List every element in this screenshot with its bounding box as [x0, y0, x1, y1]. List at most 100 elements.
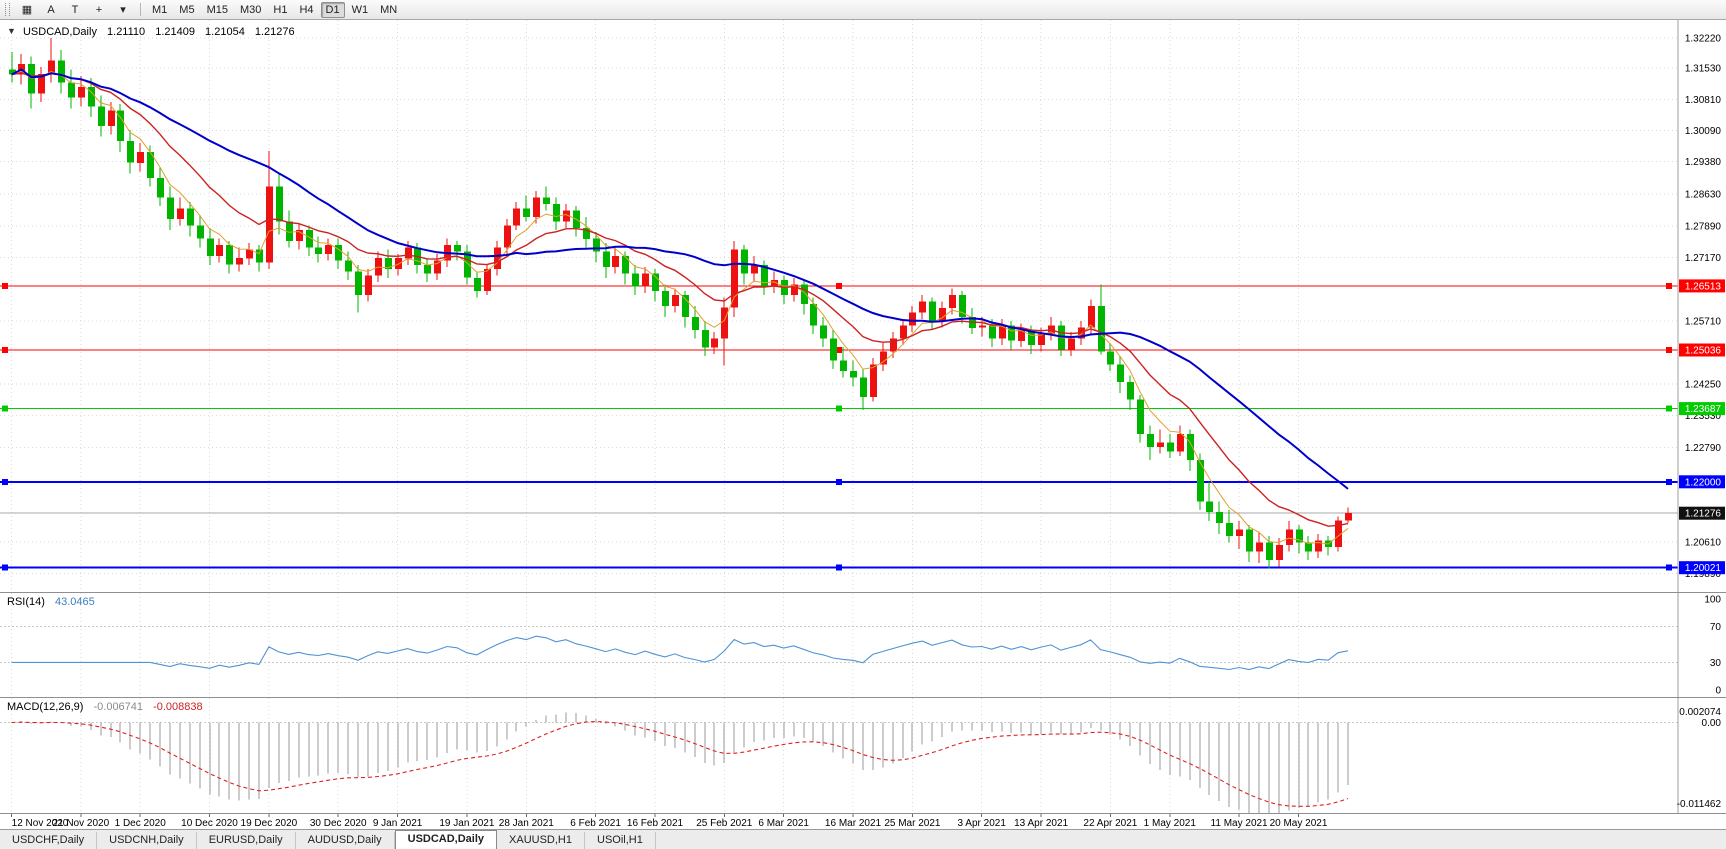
candle-body [820, 325, 827, 339]
candle-body [533, 197, 540, 217]
date-label: 25 Feb 2021 [696, 818, 753, 829]
candle-body [1008, 325, 1015, 341]
level-price-tag [1679, 475, 1725, 489]
date-label: 10 Dec 2020 [181, 818, 238, 829]
candle-body [464, 251, 471, 278]
candle-body [236, 258, 243, 265]
candle-body [157, 177, 164, 198]
chart-tab-bar: USDCHF,Daily USDCNH,Daily EURUSD,Daily AUDU… [0, 829, 1726, 849]
candle-body [880, 351, 887, 365]
trend-tool-button[interactable]: T [71, 3, 79, 16]
toolbar-grip-icon[interactable] [5, 3, 10, 16]
candle-body [78, 86, 85, 98]
candle-body [306, 230, 313, 248]
candle-body [335, 245, 342, 261]
tab-usdcad-daily[interactable]: USDCAD,Daily [394, 830, 498, 849]
candle-body [791, 284, 798, 296]
candle-body [919, 301, 926, 313]
level-price-tag-text: 1.22000 [1685, 477, 1722, 488]
candle-body [1296, 529, 1303, 543]
timeframe-h4-button[interactable]: H4 [299, 3, 314, 16]
timeframe-m5-button[interactable]: M5 [179, 3, 195, 16]
macd-scale-label: 0.00 [1702, 718, 1722, 729]
candle-body [1098, 306, 1105, 352]
candle-body [98, 106, 105, 126]
candle-body [256, 249, 263, 263]
tab-xauusd-h1[interactable]: XAUUSD,H1 [497, 832, 585, 849]
ma-fast-line [11, 70, 1349, 545]
timeframe-m1-button[interactable]: M1 [152, 3, 168, 16]
candle-body [58, 60, 65, 83]
rsi-panel-canvas[interactable]: 100 70 30 0 [0, 593, 1726, 697]
current-price-tag-text: 1.21276 [1685, 509, 1722, 520]
rsi-scale: 100 70 30 0 [1704, 595, 1721, 697]
timeframe-m30-button[interactable]: M30 [239, 3, 262, 16]
price-axis-label: 1.25710 [1685, 316, 1722, 327]
timeframe-mn-button[interactable]: MN [380, 3, 398, 16]
date-label: 6 Feb 2021 [570, 818, 621, 829]
date-label: 30 Dec 2020 [310, 818, 367, 829]
candle-body [1038, 334, 1045, 346]
candle-body [1256, 542, 1263, 552]
timeframe-d1-button[interactable]: D1 [320, 1, 345, 18]
price-axis[interactable]: 1.32220 1.31530 1.30810 1.30090 1.29380 1.286… [1679, 34, 1725, 580]
candle-body [296, 230, 303, 241]
candle-body [1167, 442, 1174, 452]
horizontal-level-lines[interactable] [0, 282, 1678, 571]
date-label: 6 Mar 2021 [758, 818, 809, 829]
candle-body [999, 325, 1006, 339]
candle-body [632, 273, 639, 287]
candle-body [504, 225, 511, 248]
candle-body [702, 329, 709, 348]
candle-body [108, 110, 115, 126]
tab-usdchf-daily[interactable]: USDCHF,Daily [0, 832, 98, 849]
candle-body [563, 210, 570, 222]
candles-layer[interactable] [9, 38, 1352, 569]
panel-separator[interactable] [0, 592, 1726, 593]
level-price-tag-text: 1.26513 [1685, 281, 1722, 292]
timeframe-m15-button[interactable]: M15 [206, 3, 228, 16]
candle-body [830, 338, 837, 361]
tools-caret-icon[interactable]: ▾ [120, 4, 126, 16]
candle-body [603, 251, 610, 267]
tab-usoil-h1[interactable]: USOil,H1 [585, 832, 656, 849]
candle-body [207, 238, 214, 257]
timeframe-w1-button[interactable]: W1 [351, 3, 369, 16]
main-chart-canvas[interactable]: 1.32220 1.31530 1.30810 1.30090 1.29380 1.286… [0, 20, 1726, 592]
text-tool-button[interactable]: A [47, 3, 55, 16]
date-label: 21 Nov 2020 [52, 818, 109, 829]
panel-separator[interactable] [0, 697, 1726, 698]
crosshair-icon[interactable]: + [95, 3, 103, 16]
timeframe-h1-button[interactable]: H1 [273, 3, 288, 16]
candle-body [711, 338, 718, 348]
candle-body [167, 197, 174, 220]
candle-body [1088, 306, 1095, 328]
candle-body [1028, 329, 1035, 346]
candle-body [900, 325, 907, 339]
candle-body [622, 256, 629, 274]
candle-body [177, 208, 184, 220]
tab-usdcnh-daily[interactable]: USDCNH,Daily [97, 832, 197, 849]
candle-body [1206, 501, 1213, 513]
candle-body [266, 186, 273, 263]
rsi-line [11, 635, 1349, 671]
rsi-grid [11, 593, 1299, 697]
candle-body [226, 245, 233, 265]
toolbar: ▦ A T + ▾ M1 M5 M15 M30 H1 H4 D1 W1 MN [0, 0, 1726, 20]
tab-eurusd-daily[interactable]: EURUSD,Daily [197, 832, 296, 849]
candle-body [1127, 382, 1134, 400]
candle-body [474, 277, 481, 291]
tab-audusd-daily[interactable]: AUDUSD,Daily [296, 832, 395, 849]
ma-medium-line [11, 72, 1349, 527]
candle-body [741, 249, 748, 274]
date-label: 13 Apr 2021 [1014, 818, 1068, 829]
date-label: 25 Mar 2021 [884, 818, 941, 829]
candle-body [424, 264, 431, 274]
rsi-scale-label: 70 [1710, 622, 1722, 633]
chart-mode-icon[interactable]: ▦ [21, 4, 33, 16]
price-axis-label: 1.29380 [1685, 157, 1722, 168]
candle-body [652, 273, 659, 291]
